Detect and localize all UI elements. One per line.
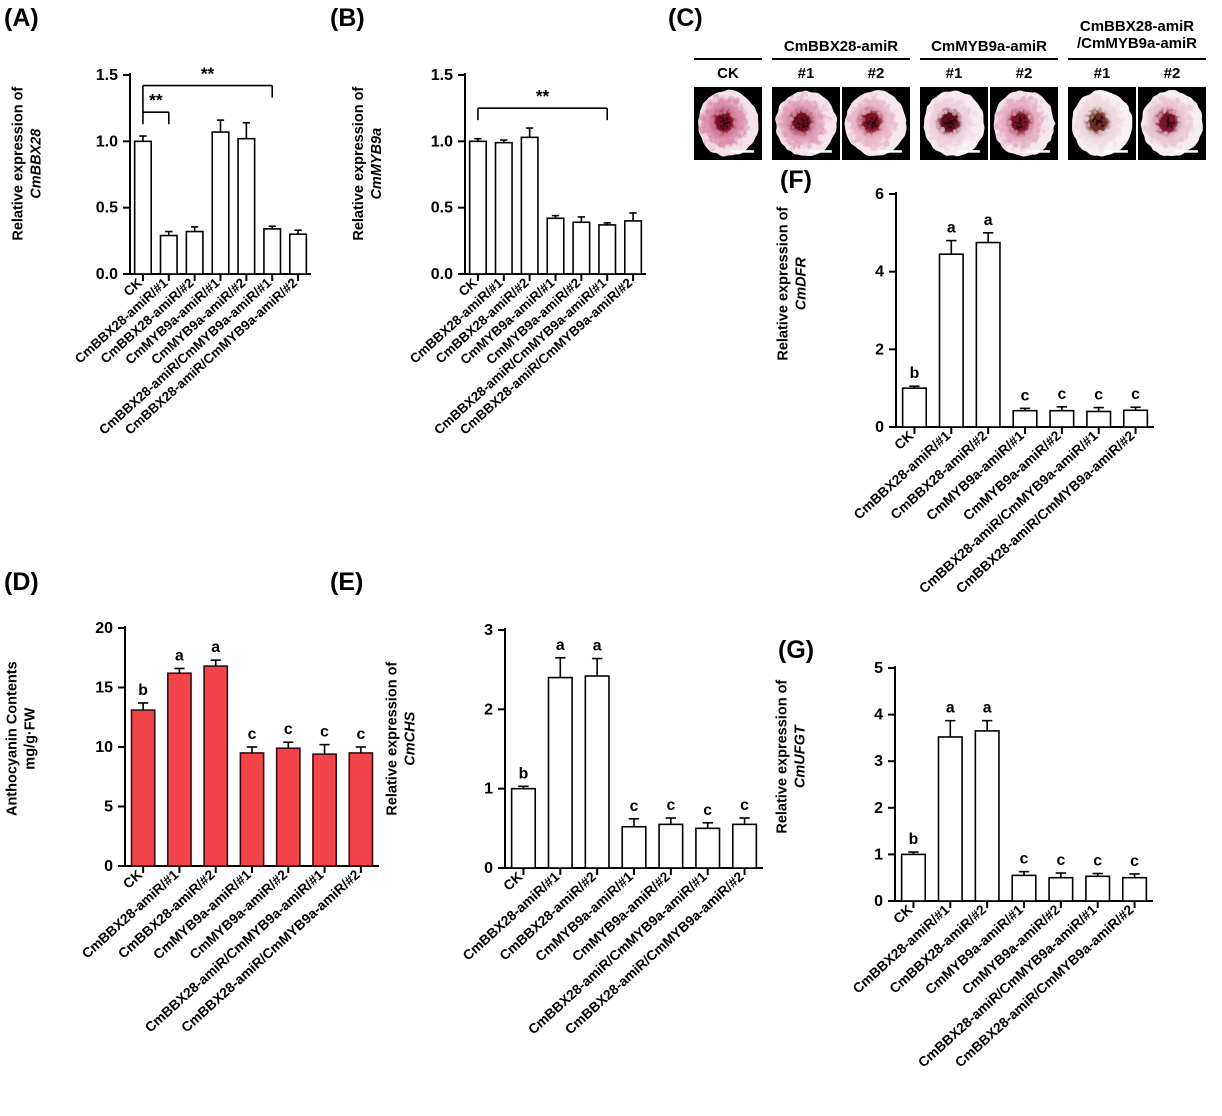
svg-text:c: c xyxy=(320,724,329,741)
svg-text:4: 4 xyxy=(874,707,883,724)
svg-text:a: a xyxy=(211,639,220,656)
svg-text:CK: CK xyxy=(120,867,145,892)
svg-text:CK: CK xyxy=(891,902,916,927)
svg-text:1.0: 1.0 xyxy=(96,133,118,150)
svg-text:a: a xyxy=(983,700,992,717)
svg-text:CK: CK xyxy=(501,869,526,894)
svg-text:b: b xyxy=(138,682,148,699)
svg-text:**: ** xyxy=(536,86,550,106)
svg-text:15: 15 xyxy=(95,680,113,697)
svg-text:0: 0 xyxy=(104,858,113,875)
svg-text:1.5: 1.5 xyxy=(96,67,118,84)
svg-text:0: 0 xyxy=(484,860,493,877)
svg-text:3: 3 xyxy=(484,622,493,639)
svg-text:c: c xyxy=(630,798,639,815)
svg-text:a: a xyxy=(556,637,565,654)
svg-text:0.0: 0.0 xyxy=(96,266,118,283)
svg-text:0: 0 xyxy=(874,893,883,910)
svg-text:a: a xyxy=(946,700,955,717)
svg-text:c: c xyxy=(1021,387,1030,404)
svg-text:20: 20 xyxy=(95,620,113,637)
svg-text:c: c xyxy=(740,797,749,814)
svg-text:0.5: 0.5 xyxy=(96,200,118,217)
svg-text:0: 0 xyxy=(875,419,884,436)
svg-text:**: ** xyxy=(149,90,163,110)
svg-text:c: c xyxy=(1056,852,1065,869)
svg-text:c: c xyxy=(356,726,365,743)
svg-text:b: b xyxy=(910,365,920,382)
svg-text:c: c xyxy=(1094,387,1103,404)
svg-text:c: c xyxy=(1020,851,1029,868)
svg-text:1.0: 1.0 xyxy=(431,133,453,150)
svg-text:2: 2 xyxy=(874,800,883,817)
svg-text:c: c xyxy=(1130,853,1139,870)
svg-text:b: b xyxy=(519,765,529,782)
svg-text:c: c xyxy=(703,802,712,819)
svg-text:a: a xyxy=(175,647,184,664)
svg-text:**: ** xyxy=(201,64,215,84)
svg-text:0.0: 0.0 xyxy=(431,266,453,283)
svg-text:c: c xyxy=(1093,853,1102,870)
svg-text:3: 3 xyxy=(874,753,883,770)
svg-text:1: 1 xyxy=(874,846,883,863)
svg-text:10: 10 xyxy=(95,739,113,756)
svg-text:0.5: 0.5 xyxy=(431,200,453,217)
svg-text:2: 2 xyxy=(484,701,493,718)
svg-text:2: 2 xyxy=(875,341,884,358)
svg-text:1: 1 xyxy=(484,781,493,798)
svg-text:6: 6 xyxy=(875,186,884,203)
svg-text:5: 5 xyxy=(874,660,883,677)
svg-text:1.5: 1.5 xyxy=(431,67,453,84)
svg-text:5: 5 xyxy=(104,799,113,816)
svg-text:c: c xyxy=(284,721,293,738)
svg-text:b: b xyxy=(909,831,919,848)
svg-text:a: a xyxy=(984,212,993,229)
svg-text:c: c xyxy=(1057,386,1066,403)
svg-text:4: 4 xyxy=(875,264,884,281)
svg-text:CK: CK xyxy=(892,428,917,453)
svg-text:a: a xyxy=(947,220,956,237)
svg-text:c: c xyxy=(1131,386,1140,403)
svg-text:c: c xyxy=(248,726,257,743)
svg-text:c: c xyxy=(666,797,675,814)
svg-text:a: a xyxy=(593,638,602,655)
